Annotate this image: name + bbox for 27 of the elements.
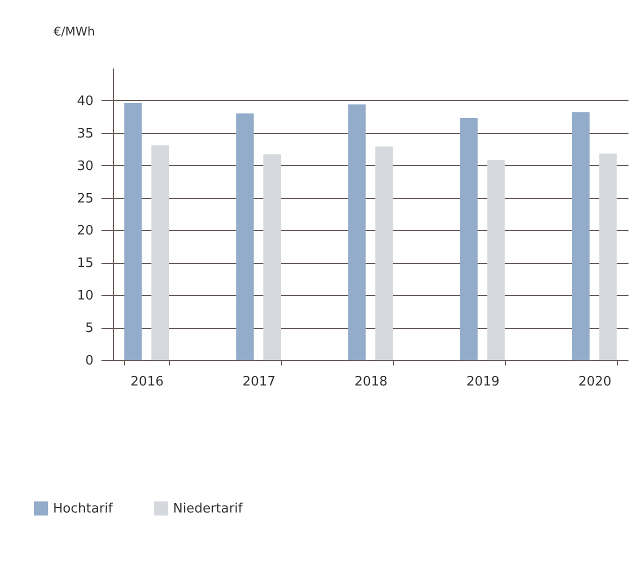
y-tick-label: 25 [76,191,94,206]
bar [460,118,478,360]
y-tick-label: 5 [85,321,94,336]
y-tick-label: 0 [85,354,94,368]
y-tick-label: 40 [76,94,94,109]
bar [487,160,505,360]
bar [263,154,281,360]
x-tick-label: 2018 [354,374,388,390]
bar [151,145,169,360]
y-tick-label: 10 [76,288,94,304]
x-tick-label: 2017 [242,374,276,390]
x-tick-label: 2020 [578,374,612,390]
bar [375,146,393,360]
y-tick-label: 20 [76,224,94,239]
x-tick-label: 2016 [130,374,164,390]
y-tick-label: 30 [76,158,94,174]
y-tick-label: 35 [76,126,94,142]
y-axis-title: €/MWh [54,24,96,38]
bar [572,112,590,360]
bar [599,154,617,360]
x-tick-label: 2019 [466,374,500,390]
bar [348,104,366,360]
bar [124,103,142,360]
legend-label: Niedertarif [173,501,243,516]
bar [236,113,254,360]
legend-label: Hochtarif [53,501,114,516]
y-tick-label: 15 [76,256,94,272]
